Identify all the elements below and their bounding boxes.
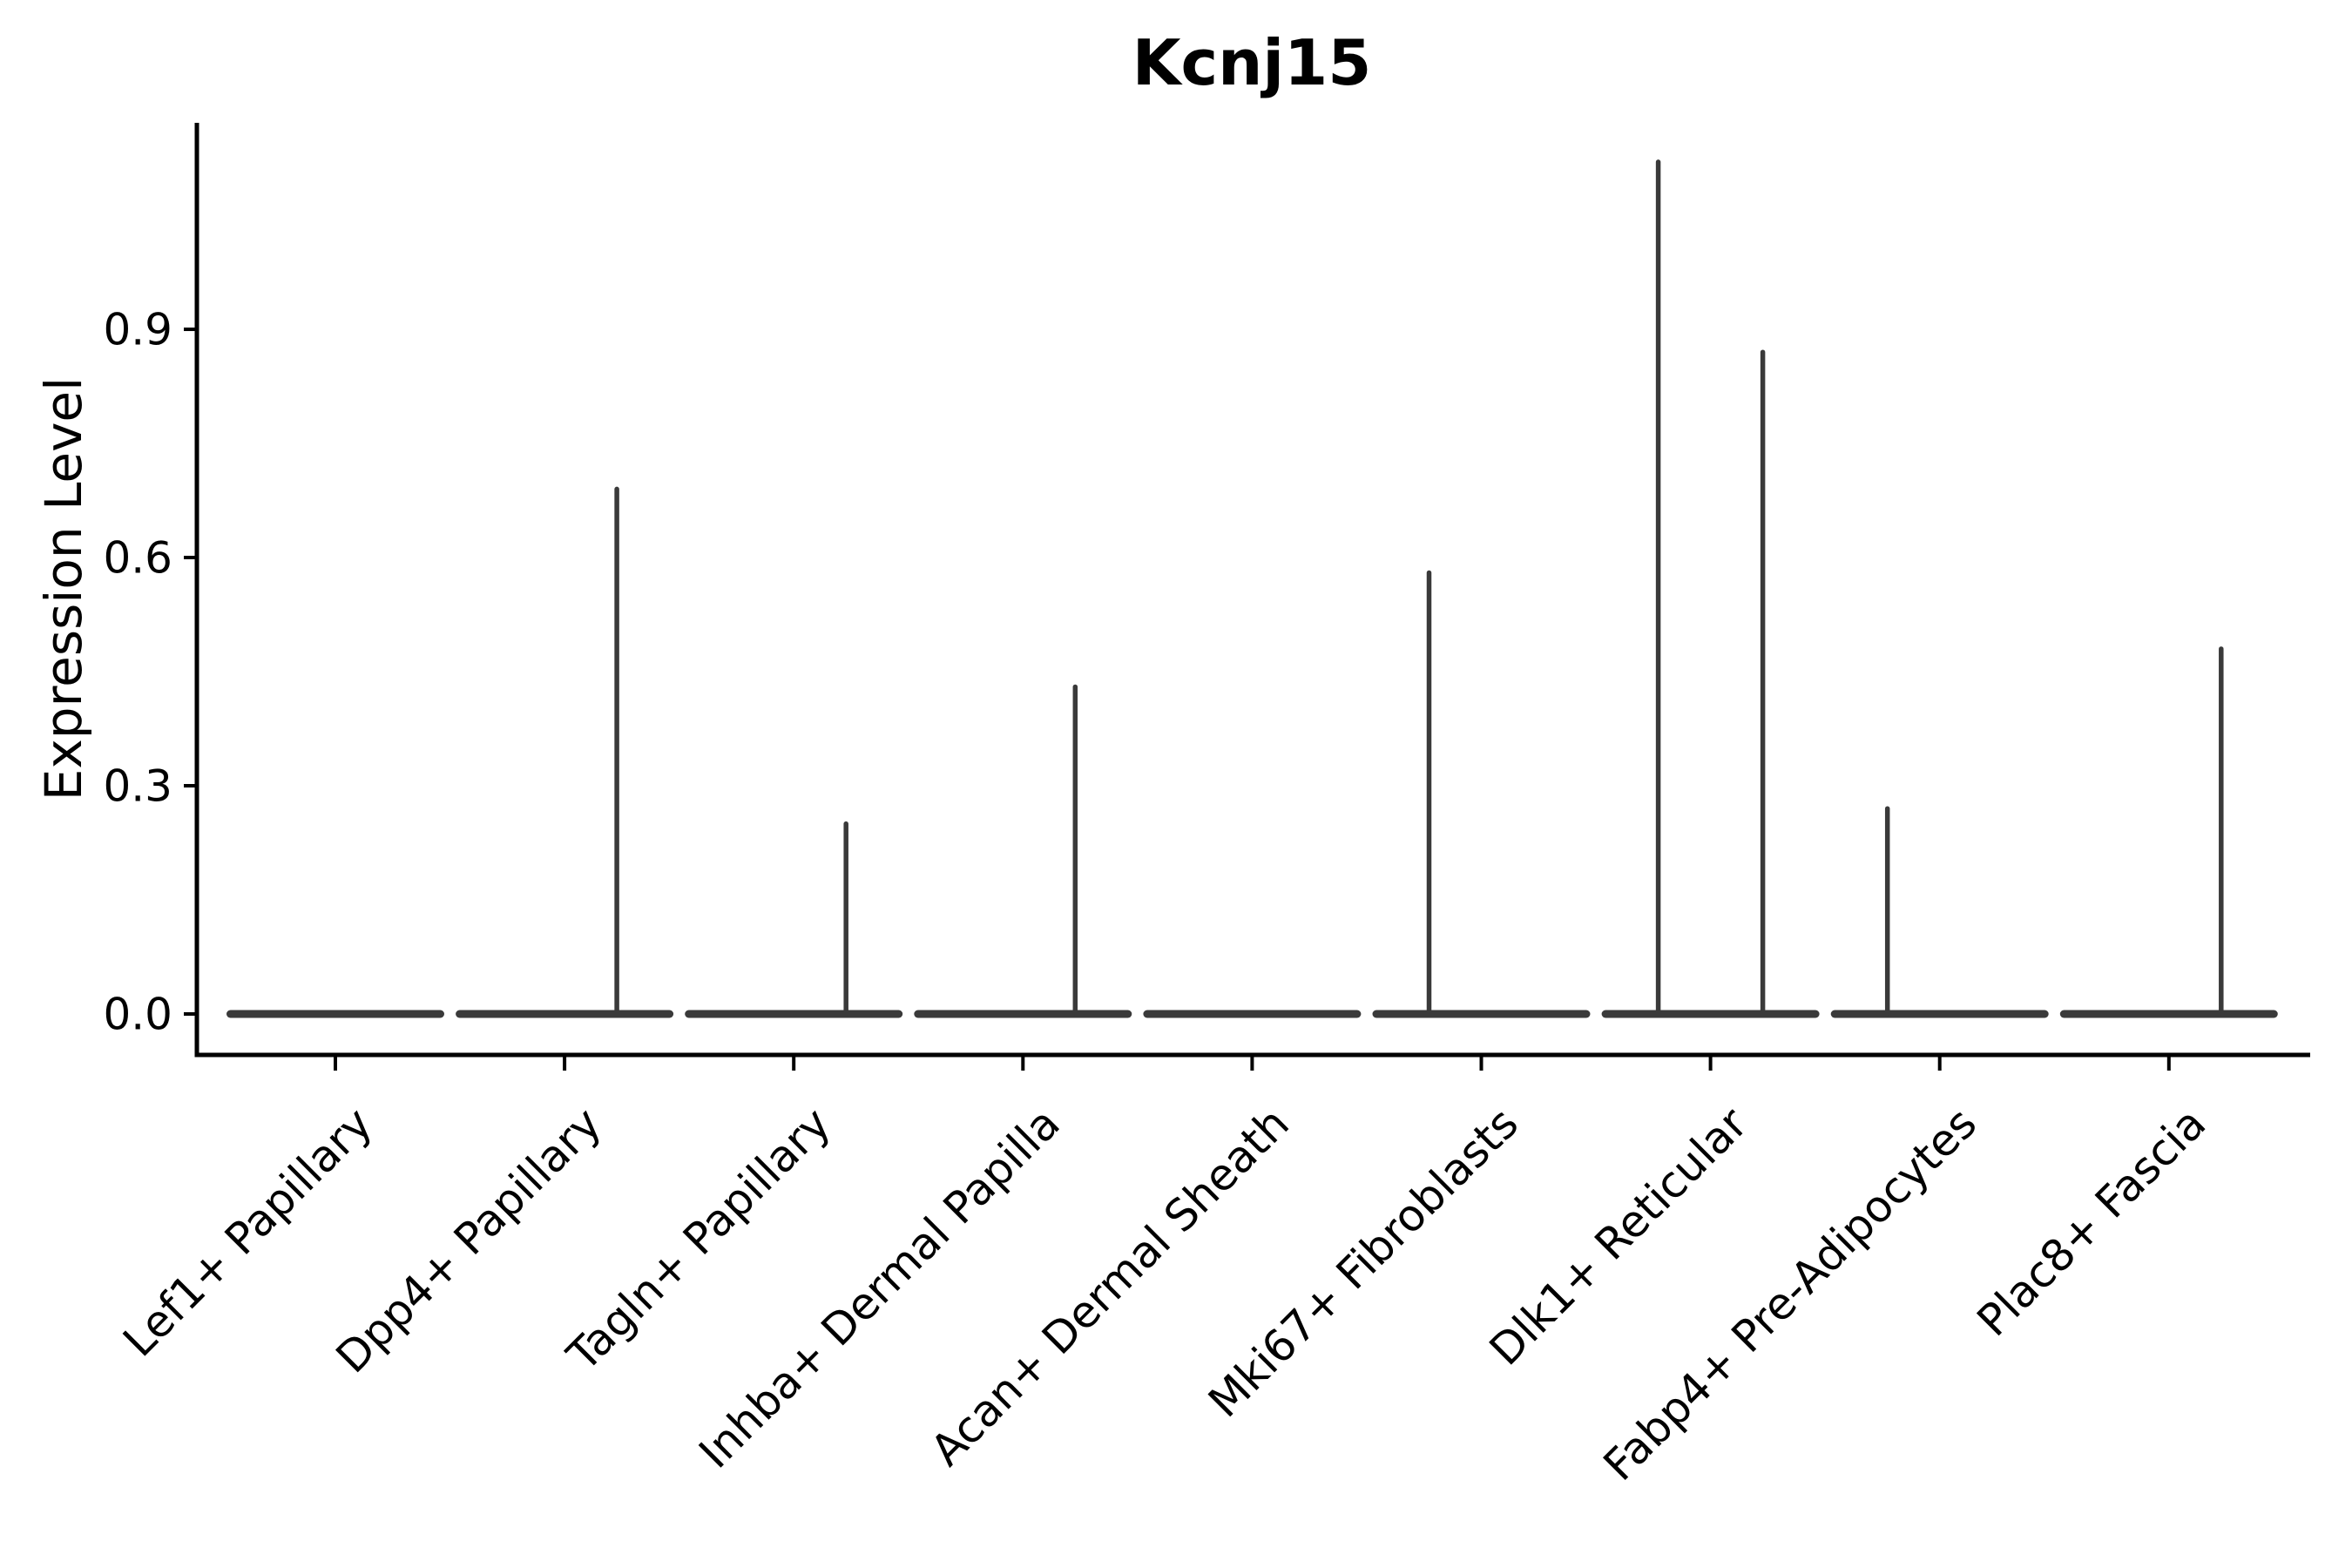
y-axis-label: Expression Level bbox=[34, 376, 93, 801]
violin-dlk1-reticular bbox=[1601, 159, 1820, 1018]
violin-fabp4-pre-adipocytes bbox=[1830, 806, 2049, 1018]
violin-tagln-papillary bbox=[685, 821, 903, 1018]
y-tick-label-0-0: 0.0 bbox=[103, 990, 172, 1040]
y-tick-label-0-3: 0.3 bbox=[103, 761, 172, 812]
x-tick-label-fabp4-pre-adipocytes: Fabp4+ Pre-Adipocytes bbox=[1594, 1098, 1987, 1490]
violin-inhba-dermal-papilla bbox=[914, 684, 1132, 1018]
x-tick-label-lef1-papillary: Lef1+ Papillary bbox=[113, 1098, 382, 1366]
x-tick-label-plac8-fascia: Plac8+ Fascia bbox=[1968, 1098, 2216, 1346]
violin-dpp4-papillary bbox=[456, 486, 674, 1018]
y-tick-label-0-6: 0.6 bbox=[103, 533, 172, 584]
violin-plac8-fascia bbox=[2059, 646, 2278, 1018]
chart-title: Kcnj15 bbox=[1132, 26, 1372, 99]
y-tick-label-0-9: 0.9 bbox=[103, 305, 172, 355]
violin-mki67-fibroblasts bbox=[1372, 570, 1591, 1018]
